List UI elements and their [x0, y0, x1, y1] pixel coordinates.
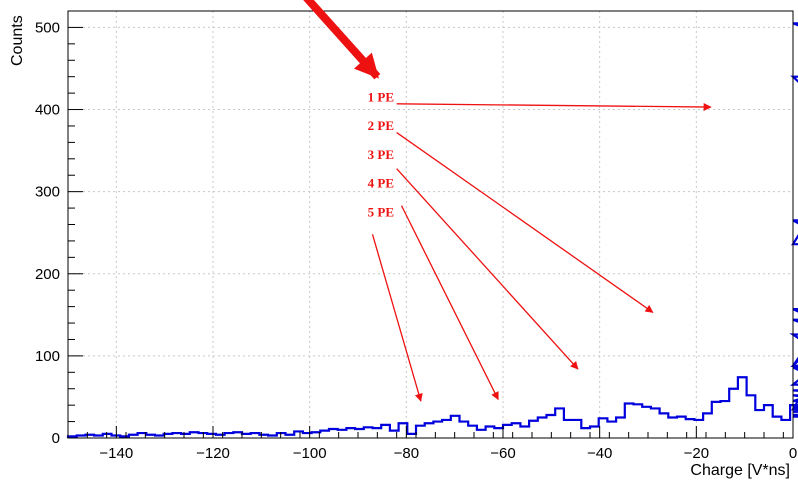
annotations-layer: 1 PE 2 PE 3 PE 4 PE 5 PE	[303, 0, 712, 402]
x-axis-title: Charge [V*ns]	[690, 462, 790, 479]
x-tick-label: −40	[587, 445, 612, 462]
big-pointer-arrow	[303, 0, 381, 80]
pe-arrow	[396, 168, 579, 370]
x-tick-label: 0	[789, 445, 797, 462]
pe-label: 1 PE	[368, 89, 394, 104]
y-tick-label: 500	[35, 19, 60, 36]
pe-arrow	[396, 102, 712, 111]
x-tick-label: −100	[293, 445, 327, 462]
y-axis-title: Counts	[9, 15, 26, 66]
x-tick-label: −140	[99, 445, 133, 462]
y-tick-label: 200	[35, 266, 60, 283]
pe-label: 2 PE	[368, 118, 394, 133]
x-tick-label: −80	[394, 445, 419, 462]
y-tick-label: 100	[35, 348, 60, 365]
y-tick-label: 0	[52, 430, 60, 447]
plot-area	[68, 11, 793, 438]
pe-label: 3 PE	[368, 147, 394, 162]
x-tick-label: −120	[196, 445, 230, 462]
y-tick-label: 300	[35, 184, 60, 201]
pe-label: 4 PE	[368, 176, 394, 191]
pe-arrow	[396, 131, 654, 313]
axis-ticks: −140 −120 −100 −80 −60 −40 −20 0 0 100 200 300 400 50…	[35, 10, 797, 462]
pe-arrow	[400, 205, 499, 401]
x-tick-label: −60	[490, 445, 515, 462]
pe-label: 5 PE	[368, 204, 394, 219]
x-tick-label: −20	[684, 445, 709, 462]
pe-arrow	[371, 234, 423, 402]
y-tick-label: 400	[35, 102, 60, 119]
